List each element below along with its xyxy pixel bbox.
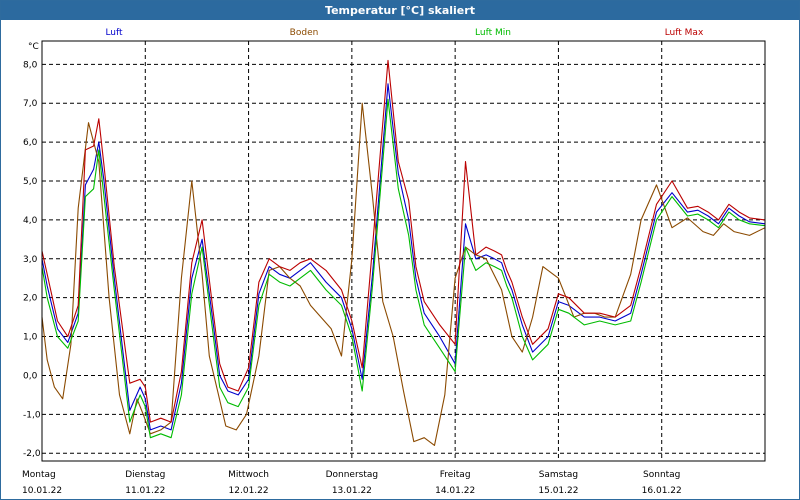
y-tick-label: 1,0 bbox=[23, 333, 38, 343]
x-date-label: 16.01.22 bbox=[642, 486, 682, 496]
window-title: Temperatur [°C] skaliert bbox=[1, 1, 799, 20]
grid bbox=[42, 41, 765, 461]
x-date-label: 12.01.22 bbox=[229, 486, 269, 496]
x-date-label: 15.01.22 bbox=[538, 486, 578, 496]
x-day-label: Dienstag bbox=[125, 470, 165, 480]
x-date-label: 11.01.22 bbox=[125, 486, 165, 496]
legend-entry: Luft bbox=[105, 28, 123, 38]
y-tick-label: 6,0 bbox=[23, 138, 38, 148]
series-line-luft-max bbox=[41, 59, 766, 423]
y-tick-label: 4,0 bbox=[23, 216, 38, 226]
x-day-label: Sonntag bbox=[643, 470, 680, 480]
legend-entry: Luft Min bbox=[475, 28, 511, 38]
series-line-luft bbox=[41, 83, 766, 431]
y-axis-unit-label: °C bbox=[28, 42, 39, 52]
x-date-label: 13.01.22 bbox=[332, 486, 372, 496]
y-tick-label: 3,0 bbox=[23, 255, 38, 265]
y-tick-label: 7,0 bbox=[23, 99, 38, 109]
series-group bbox=[41, 59, 766, 446]
x-day-label: Montag bbox=[22, 470, 56, 480]
x-axis: Montag 10.01.22 Dienstag 11.01.22 Mittwoch 12… bbox=[22, 470, 682, 496]
y-tick-label: 8,0 bbox=[23, 60, 38, 70]
x-day-label: Samstag bbox=[539, 470, 578, 480]
x-date-label: 14.01.22 bbox=[435, 486, 475, 496]
series-line-boden bbox=[41, 102, 766, 446]
x-day-label: Mittwoch bbox=[228, 470, 269, 480]
y-tick-label: 0,0 bbox=[23, 371, 38, 381]
y-tick-label: -1,0 bbox=[23, 410, 41, 420]
y-tick-label: -2,0 bbox=[23, 449, 41, 459]
y-axis: 8,0 7,0 6,0 5,0 4,0 3,0 2,0 1,0 0,0 -1,0 -2,0 bbox=[23, 60, 41, 459]
legend-entry: Luft Max bbox=[665, 28, 704, 38]
legend: Luft Boden Luft Min Luft Max bbox=[105, 28, 704, 38]
x-day-label: Freitag bbox=[440, 470, 471, 480]
legend-entry: Boden bbox=[290, 28, 319, 38]
plot-frame bbox=[41, 40, 766, 462]
series-line-luft-min bbox=[41, 98, 766, 439]
y-tick-label: 5,0 bbox=[23, 177, 38, 187]
x-day-label: Donnerstag bbox=[326, 470, 379, 480]
y-tick-label: 2,0 bbox=[23, 294, 38, 304]
x-date-label: 10.01.22 bbox=[22, 486, 62, 496]
